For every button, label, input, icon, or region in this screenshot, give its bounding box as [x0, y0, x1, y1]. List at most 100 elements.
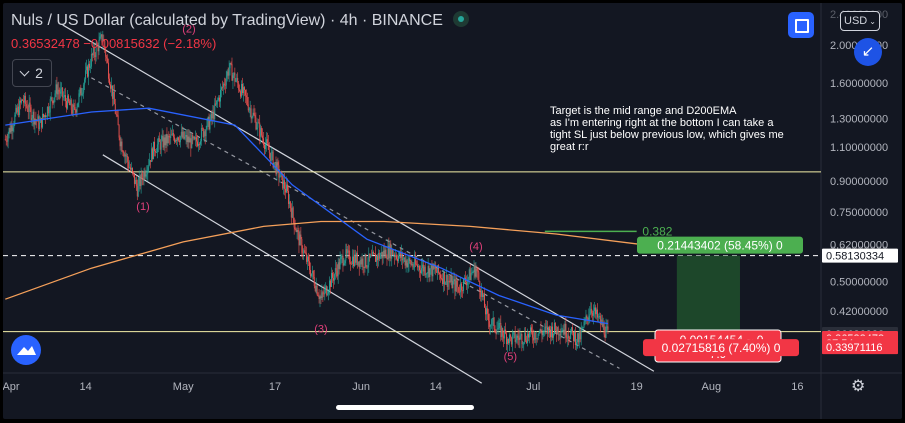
candle-body: [184, 136, 186, 139]
candle-body: [358, 261, 360, 268]
candle-body: [45, 116, 47, 118]
candle-body: [316, 285, 318, 295]
candle-body: [15, 107, 17, 115]
candle-body: [407, 263, 409, 267]
candle-body: [65, 95, 66, 102]
candle-body: [153, 141, 154, 160]
candle-body: [419, 266, 420, 271]
candle-body: [484, 294, 485, 308]
candle-body: [10, 125, 12, 133]
candle-body: [385, 249, 387, 259]
candle-body: [210, 113, 212, 121]
candle-body: [177, 137, 178, 141]
candle-body: [14, 114, 16, 125]
candle-body: [350, 262, 352, 264]
candle-body: [84, 79, 86, 85]
candle-body: [472, 272, 474, 274]
candle-body: [285, 188, 287, 193]
candle-body: [418, 266, 419, 268]
candle-body: [436, 271, 438, 273]
candle-body: [114, 104, 116, 114]
candle-body: [315, 285, 317, 292]
candle-body: [267, 143, 269, 150]
collapse-arrows-icon[interactable]: ↙: [854, 38, 882, 66]
candle-body: [174, 137, 176, 142]
candle-body: [390, 243, 392, 259]
candle-body: [85, 70, 87, 80]
candle-body: [357, 261, 359, 265]
candle-body: [261, 127, 263, 136]
candle-body: [105, 48, 107, 57]
candle-body: [470, 273, 472, 281]
candle-body: [19, 100, 21, 116]
candle-body: [247, 104, 249, 111]
candle-body: [440, 274, 441, 279]
indicators-toggle-button[interactable]: 2: [12, 59, 52, 87]
candle-body: [308, 256, 309, 262]
candle-body: [148, 164, 150, 168]
candle-body: [444, 282, 446, 285]
y-tick-label: 0.75000000: [830, 207, 888, 219]
candle-body: [200, 127, 202, 142]
candle-body: [163, 137, 165, 148]
candle-body: [80, 88, 82, 96]
currency-select[interactable]: USD ⌄: [840, 11, 880, 31]
candle-body: [31, 118, 33, 120]
candle-body: [468, 269, 470, 278]
candle-body: [556, 327, 558, 334]
candle-body: [286, 184, 287, 193]
candle-body: [187, 136, 189, 143]
candle-body: [310, 273, 312, 277]
candle-body: [170, 134, 172, 138]
tradingview-logo-icon[interactable]: [11, 335, 41, 365]
price-chart[interactable]: 2.000000001.600000001.300000001.10000000…: [3, 3, 902, 419]
candle-body: [414, 258, 416, 267]
candle-body: [567, 335, 569, 339]
candle-body: [62, 87, 64, 98]
candle-body: [368, 253, 370, 265]
candle-body: [497, 328, 499, 330]
x-tick-label: 14: [79, 381, 91, 393]
candle-body: [8, 128, 10, 135]
candle-body: [493, 317, 495, 329]
candle-body: [300, 234, 302, 240]
candle-body: [431, 265, 433, 277]
candle-body: [605, 326, 607, 338]
candle-body: [120, 141, 122, 147]
candle-body: [160, 139, 162, 150]
candle-body: [218, 97, 220, 101]
candle-body: [88, 63, 89, 77]
candle-body: [147, 167, 149, 174]
candle-body: [284, 180, 286, 189]
candle-body: [271, 151, 273, 153]
candle-body: [355, 252, 357, 263]
candle-body: [298, 231, 300, 246]
candle-body: [191, 135, 193, 149]
candle-body: [509, 334, 511, 338]
candle-body: [245, 95, 247, 98]
candle-body: [244, 89, 246, 96]
candle-body: [288, 201, 290, 204]
fullscreen-button[interactable]: [788, 12, 814, 38]
candle-body: [289, 201, 291, 209]
candle-body: [421, 264, 423, 269]
gear-icon[interactable]: ⚙: [851, 378, 866, 395]
candle-body: [99, 36, 101, 41]
symbol-title[interactable]: Nuls / US Dollar (calculated by TradingV…: [11, 12, 443, 29]
axis-price-label: 0.33971116: [826, 342, 882, 354]
candle-body: [318, 296, 320, 299]
candle-body: [483, 294, 485, 297]
candle-body: [579, 332, 581, 340]
candle-body: [100, 34, 102, 37]
home-indicator[interactable]: [336, 405, 474, 410]
candle-body: [66, 101, 67, 109]
candle-body: [82, 92, 84, 94]
candle-body: [225, 77, 227, 86]
candle-body: [233, 72, 235, 76]
candle-body: [588, 315, 590, 321]
candle-body: [140, 173, 142, 187]
candle-body: [59, 91, 61, 94]
candle-body: [291, 207, 293, 218]
candle-body: [561, 331, 563, 333]
candle-body: [44, 115, 45, 118]
